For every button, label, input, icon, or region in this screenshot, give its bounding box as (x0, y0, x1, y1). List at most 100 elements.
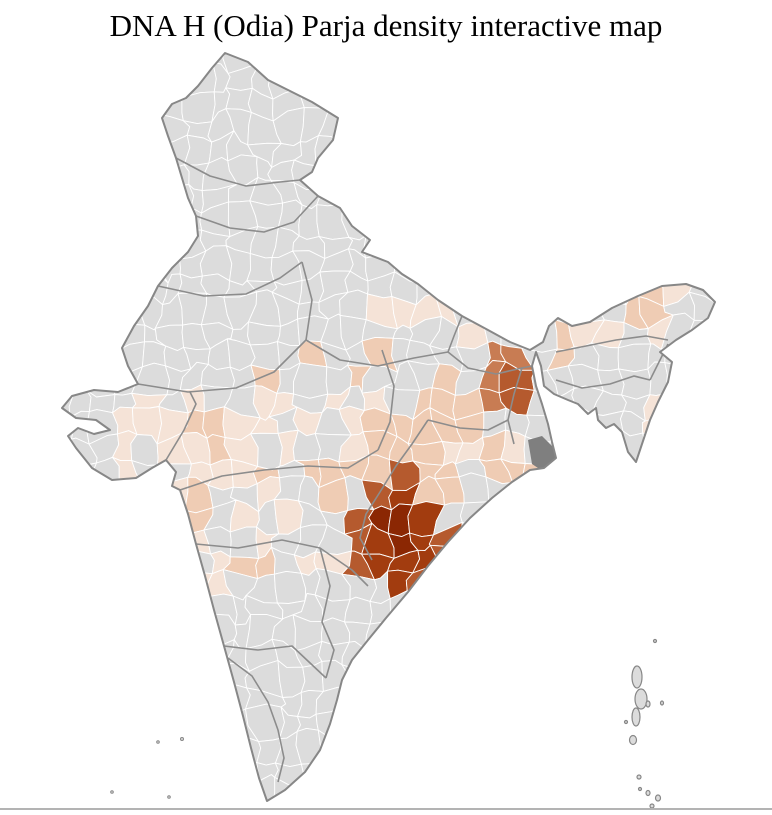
district-cell[interactable] (622, 160, 650, 185)
district-cell[interactable] (246, 253, 275, 283)
district-cell[interactable] (590, 228, 621, 259)
district-cell[interactable] (129, 754, 167, 789)
district-cell[interactable] (43, 293, 77, 323)
district-cell[interactable] (734, 571, 759, 595)
district-cell[interactable] (158, 526, 181, 559)
district-cell[interactable] (731, 386, 761, 418)
district-cell[interactable] (133, 61, 167, 96)
district-cell[interactable] (714, 592, 734, 628)
district-cell[interactable] (579, 669, 605, 697)
district-cell[interactable] (659, 477, 690, 506)
district-cell[interactable] (521, 180, 557, 211)
district-cell[interactable] (17, 528, 52, 557)
district-cell[interactable] (707, 119, 742, 141)
district-cell[interactable] (88, 478, 120, 510)
district-cell[interactable] (208, 22, 233, 55)
district-cell[interactable] (44, 502, 67, 530)
district-cell[interactable] (709, 383, 734, 414)
district-cell[interactable] (84, 729, 111, 763)
district-cell[interactable] (682, 500, 716, 531)
district-cell[interactable] (618, 473, 647, 508)
district-cell[interactable] (452, 177, 489, 212)
district-cell[interactable] (67, 360, 89, 394)
district-cell[interactable] (659, 456, 694, 489)
district-cell[interactable] (155, 643, 192, 672)
district-cell[interactable] (66, 108, 96, 137)
district-cell[interactable] (550, 569, 579, 604)
district-cell[interactable] (681, 383, 718, 412)
district-cell[interactable] (706, 663, 737, 695)
district-cell[interactable] (113, 109, 137, 145)
district-cell[interactable] (163, 547, 184, 579)
district-cell[interactable] (110, 268, 146, 299)
district-cell[interactable] (367, 176, 398, 205)
district-cell[interactable] (682, 113, 715, 142)
district-cell[interactable] (479, 764, 510, 783)
district-cell[interactable] (136, 166, 155, 194)
district-cell[interactable] (709, 364, 738, 391)
district-cell[interactable] (200, 753, 233, 790)
district-cell[interactable] (570, 255, 597, 274)
district-cell[interactable] (86, 756, 120, 788)
district-cell[interactable] (89, 84, 119, 113)
district-cell[interactable] (430, 598, 460, 623)
district-cell[interactable] (107, 90, 139, 122)
district-cell[interactable] (742, 156, 758, 182)
district-cell[interactable] (165, 783, 188, 802)
district-cell[interactable] (109, 798, 139, 815)
district-cell[interactable] (45, 752, 76, 788)
district-cell[interactable] (342, 706, 369, 745)
district-cell[interactable] (659, 253, 696, 278)
district-cell[interactable] (613, 108, 653, 146)
district-cell[interactable] (135, 497, 160, 528)
district-cell[interactable] (43, 176, 72, 209)
district-cell[interactable] (114, 48, 139, 71)
district-cell[interactable] (156, 613, 192, 648)
district-cell[interactable] (535, 688, 551, 712)
district-cell[interactable] (434, 684, 465, 720)
district-cell[interactable] (710, 136, 743, 163)
district-cell[interactable] (662, 713, 689, 748)
district-cell[interactable] (613, 620, 649, 643)
district-cell[interactable] (39, 646, 76, 673)
district-cell[interactable] (88, 523, 122, 554)
district-cell[interactable] (118, 780, 136, 803)
district-cell[interactable] (41, 547, 73, 581)
district-cell[interactable] (527, 501, 560, 531)
district-cell[interactable] (475, 295, 510, 323)
district-cell[interactable] (525, 522, 557, 558)
district-cell[interactable] (683, 601, 716, 627)
district-cell[interactable] (202, 406, 226, 439)
district-cell[interactable] (150, 164, 190, 192)
district-cell[interactable] (729, 732, 761, 760)
district-cell[interactable] (68, 730, 92, 758)
district-cell[interactable] (520, 50, 555, 72)
district-cell[interactable] (86, 222, 124, 257)
district-cell[interactable] (689, 431, 720, 463)
district-cell[interactable] (50, 731, 75, 765)
district-cell[interactable] (385, 137, 422, 162)
district-cell[interactable] (111, 570, 142, 598)
district-cell[interactable] (139, 692, 167, 715)
district-cell[interactable] (163, 761, 188, 786)
district-cell[interactable] (682, 778, 715, 810)
district-cell[interactable] (527, 292, 556, 323)
district-cell[interactable] (753, 752, 772, 789)
district-cell[interactable] (415, 665, 441, 696)
district-cell[interactable] (689, 182, 711, 211)
district-cell[interactable] (670, 431, 694, 463)
district-cell[interactable] (21, 407, 49, 442)
district-cell[interactable] (568, 498, 596, 530)
district-cell[interactable] (152, 476, 189, 511)
district-cell[interactable] (49, 275, 77, 305)
district-cell[interactable] (339, 92, 365, 119)
district-cell[interactable] (64, 520, 94, 550)
district-cell[interactable] (453, 621, 490, 648)
district-cell[interactable] (734, 271, 759, 295)
district-cell[interactable] (430, 107, 465, 143)
district-cell[interactable] (26, 685, 44, 719)
district-cell[interactable] (728, 434, 763, 462)
district-cell[interactable] (114, 615, 138, 653)
district-cell[interactable] (202, 728, 233, 765)
district-cell[interactable] (64, 682, 97, 713)
